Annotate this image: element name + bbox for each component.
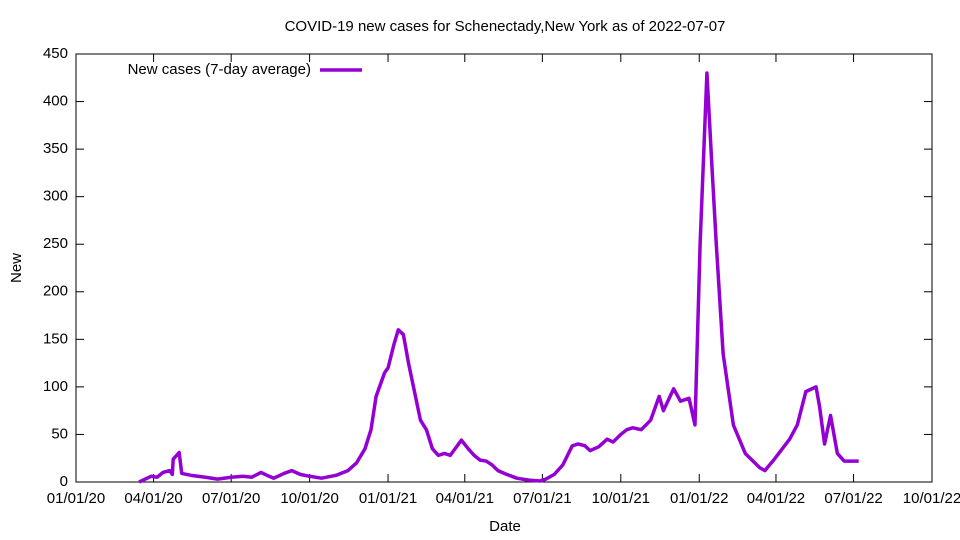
- x-tick-label: 01/01/21: [359, 490, 417, 507]
- data-line: [138, 71, 859, 484]
- y-tick-label: 450: [43, 45, 68, 62]
- x-axis-label: Date: [489, 518, 521, 535]
- y-tick-label: 400: [43, 93, 68, 110]
- y-tick-label: 50: [51, 425, 68, 442]
- x-tick-label: 10/01/22: [903, 490, 960, 507]
- x-tick-label: 10/01/20: [280, 490, 338, 507]
- y-tick-label: 300: [43, 188, 68, 205]
- x-tick-label: 10/01/21: [592, 490, 650, 507]
- y-tick-label: 350: [43, 140, 68, 157]
- y-tick-label: 250: [43, 235, 68, 252]
- y-tick-label: 200: [43, 283, 68, 300]
- y-tick-label: 150: [43, 330, 68, 347]
- x-tick-label: 04/01/20: [124, 490, 182, 507]
- legend-label: New cases (7-day average): [128, 61, 311, 78]
- x-tick-label: 01/01/22: [670, 490, 728, 507]
- x-tick-label: 04/01/21: [436, 490, 494, 507]
- chart-title: COVID-19 new cases for Schenectady,New Y…: [285, 18, 726, 35]
- y-tick-label: 0: [60, 473, 68, 490]
- x-tick-label: 04/01/22: [747, 490, 805, 507]
- y-axis-label: New: [8, 253, 25, 283]
- x-tick-label: 07/01/22: [824, 490, 882, 507]
- x-tick-label: 01/01/20: [47, 490, 105, 507]
- x-tick-label: 07/01/20: [202, 490, 260, 507]
- plot-border: [75, 53, 933, 483]
- x-tick-label: 07/01/21: [513, 490, 571, 507]
- y-tick-label: 100: [43, 378, 68, 395]
